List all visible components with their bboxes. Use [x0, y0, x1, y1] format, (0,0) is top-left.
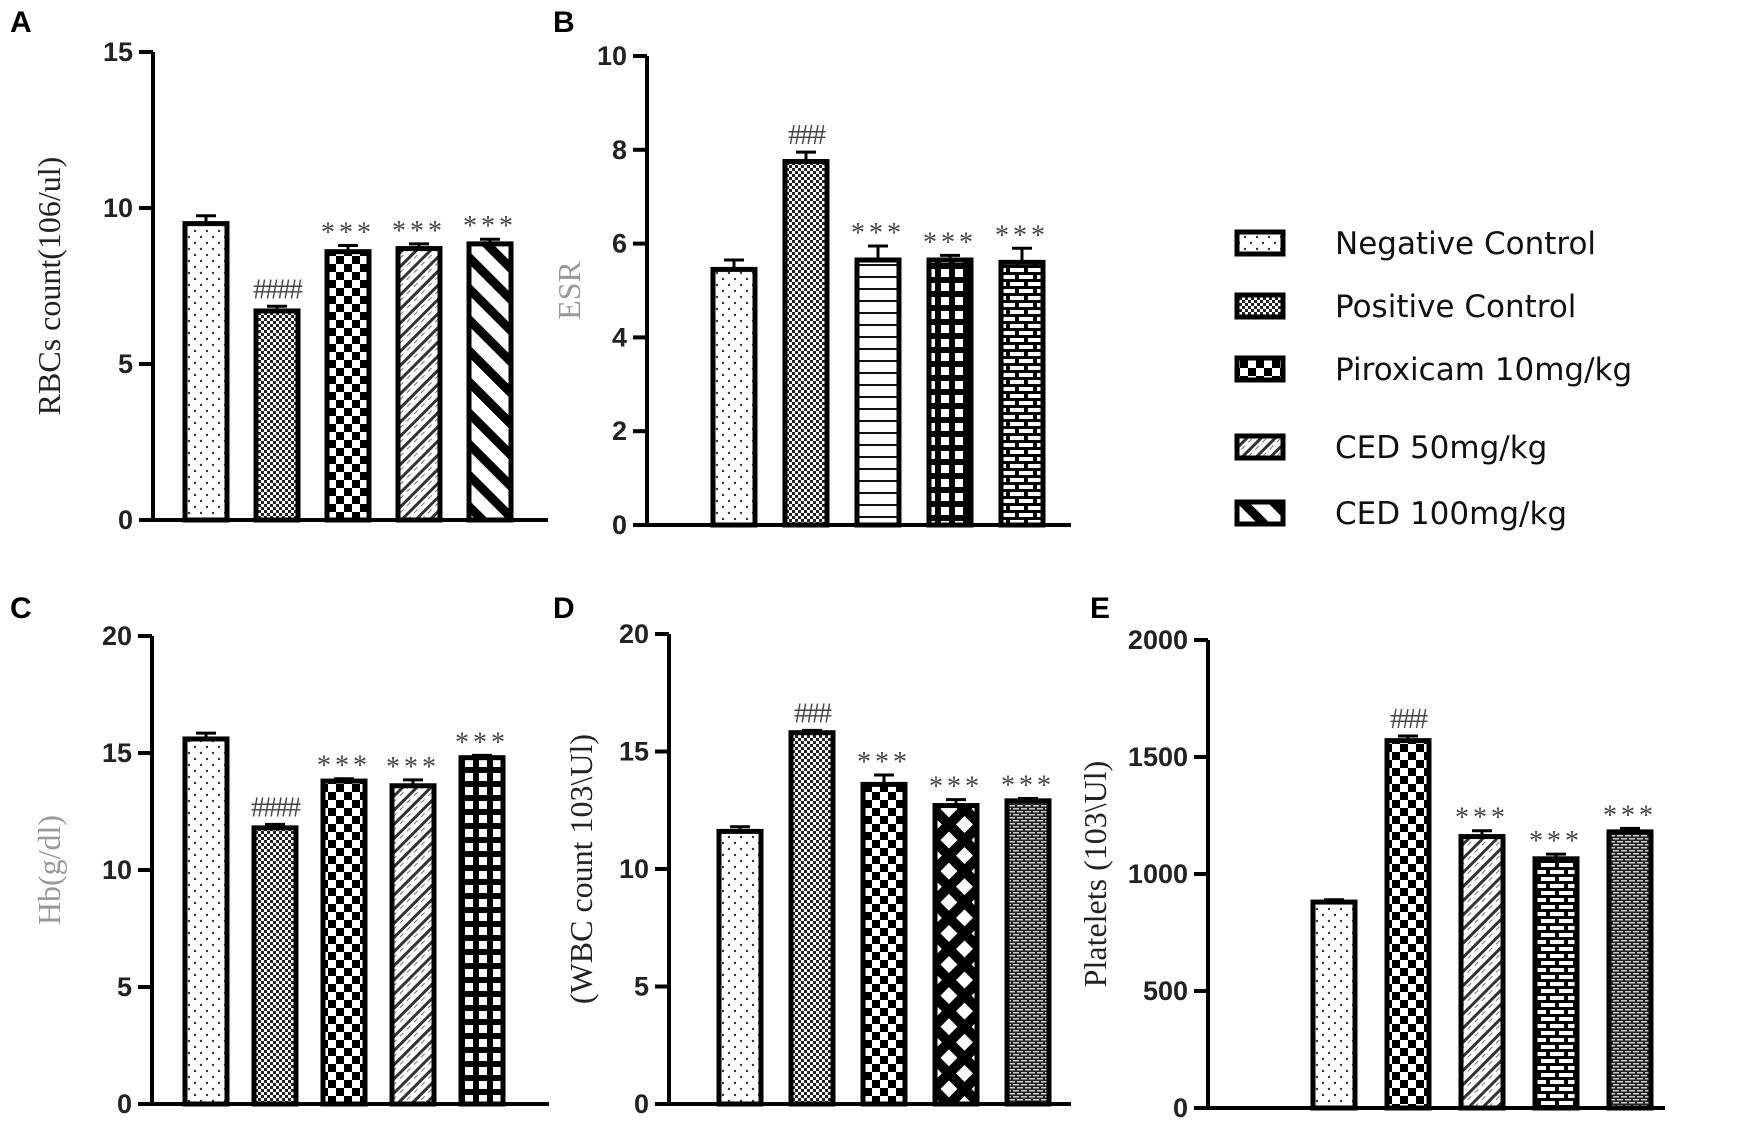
bar: [716, 828, 764, 1107]
legend-swatch: [1234, 499, 1286, 527]
y-tick-label: 1000: [1128, 859, 1188, 889]
y-tick-label: 0: [612, 510, 627, 540]
y-tick-label: 5: [117, 972, 132, 1002]
significance-label: ***: [321, 217, 375, 248]
y-tick-label: 5: [118, 349, 133, 379]
bar: [998, 259, 1046, 528]
panel-letter: B: [553, 6, 575, 39]
bar: [926, 257, 974, 528]
bar: [860, 781, 908, 1107]
significance-label: ***: [857, 747, 911, 778]
bar: [466, 241, 514, 523]
significance-label: ***: [929, 772, 983, 803]
bar: [1384, 738, 1432, 1111]
y-axis-label: (WBC count 103\Ul): [563, 734, 599, 1004]
y-tick-label: 10: [597, 41, 627, 71]
significance-label: ***: [851, 218, 905, 249]
legend-swatch: [1234, 433, 1286, 461]
bar: [788, 730, 836, 1107]
significance-label: ***: [386, 752, 440, 783]
y-tick-label: 20: [102, 621, 132, 651]
significance-label: ***: [923, 227, 977, 258]
y-axis-label: Hb(g/dl): [31, 815, 67, 925]
legend-label: CED 50mg/kg: [1335, 430, 1547, 466]
bar: [389, 783, 437, 1107]
panel-letter: E: [1090, 592, 1110, 625]
significance-label: ***: [455, 727, 509, 758]
y-tick-label: 10: [102, 855, 132, 885]
bar: [324, 249, 372, 523]
significance-label: ***: [1603, 800, 1657, 831]
y-tick-label: 4: [612, 322, 627, 352]
legend-label: Positive Control: [1335, 289, 1576, 325]
y-tick-label: 15: [103, 37, 133, 67]
y-tick-label: 0: [1173, 1093, 1188, 1123]
legend-label: CED 100mg/kg: [1335, 496, 1567, 532]
y-axis-label: ESR: [551, 261, 587, 320]
bar: [182, 221, 230, 523]
y-tick-label: 8: [612, 135, 627, 165]
bar: [253, 308, 301, 523]
bar: [1532, 856, 1580, 1111]
y-tick-label: 2000: [1128, 625, 1188, 655]
significance-label: ####: [251, 792, 301, 823]
y-tick-label: 0: [118, 505, 133, 535]
y-axis-label: RBCs count(106/ul): [31, 157, 67, 416]
significance-label: ###: [1390, 704, 1428, 735]
significance-label: ###: [788, 120, 826, 151]
bar: [782, 159, 830, 528]
bar: [395, 246, 443, 523]
significance-label: ***: [463, 211, 517, 242]
y-tick-label: 20: [619, 619, 649, 649]
bar: [710, 266, 758, 528]
y-tick-label: 10: [619, 854, 649, 884]
bar: [932, 803, 980, 1107]
bar: [458, 755, 506, 1107]
significance-label: ***: [1529, 826, 1583, 857]
y-tick-label: 2: [612, 416, 627, 446]
legend-swatch: [1234, 292, 1286, 320]
legend-label: Piroxicam 10mg/kg: [1335, 352, 1632, 388]
y-tick-label: 0: [634, 1089, 649, 1119]
bar: [1458, 834, 1506, 1111]
bar: [1004, 798, 1052, 1107]
legend-swatch: [1234, 355, 1286, 383]
significance-label: ####: [253, 274, 303, 305]
significance-label: ***: [392, 216, 446, 247]
bar: [1310, 899, 1358, 1111]
y-tick-label: 15: [102, 738, 132, 768]
bar: [320, 778, 368, 1107]
significance-label: ***: [995, 220, 1049, 251]
y-axis-label: Platelets (103\Ul): [1077, 761, 1113, 988]
y-tick-label: 6: [612, 229, 627, 259]
significance-label: ###: [794, 698, 832, 729]
bar: [182, 736, 230, 1107]
y-tick-label: 15: [619, 737, 649, 767]
y-tick-label: 5: [634, 972, 649, 1002]
significance-label: ***: [1455, 803, 1509, 834]
bar: [854, 257, 902, 528]
bar: [1606, 829, 1654, 1111]
legend-label: Negative Control: [1335, 226, 1596, 262]
legend-swatch: [1234, 229, 1286, 257]
panel-letter: A: [10, 6, 32, 39]
y-tick-label: 500: [1143, 976, 1188, 1006]
y-tick-label: 1500: [1128, 742, 1188, 772]
significance-label: ***: [317, 751, 371, 782]
y-tick-label: 10: [103, 193, 133, 223]
panel-letter: C: [10, 592, 32, 625]
significance-label: ***: [1001, 771, 1055, 802]
panel-letter: D: [553, 592, 575, 625]
y-tick-label: 0: [117, 1089, 132, 1119]
bar: [251, 825, 299, 1107]
